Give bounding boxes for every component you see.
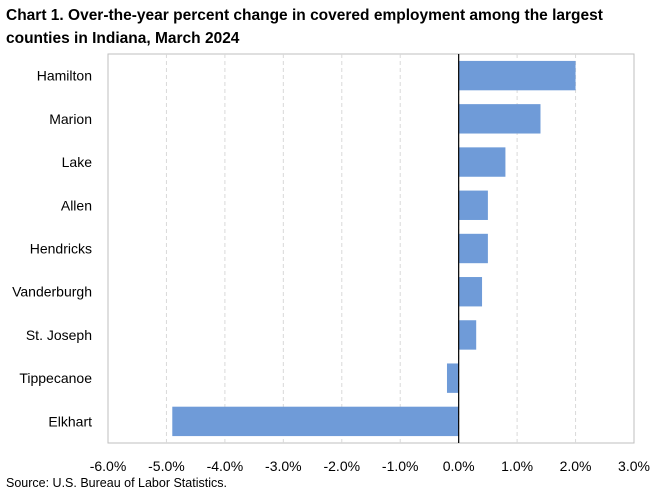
bar-st-joseph [458, 320, 477, 350]
bar-marion [458, 104, 541, 134]
category-label: St. Joseph [26, 327, 92, 343]
bar-lake [458, 147, 506, 177]
bar-hamilton [458, 60, 576, 91]
category-label: Elkhart [48, 413, 92, 429]
bar-hendricks [458, 233, 488, 264]
x-tick-label: 1.0% [501, 458, 533, 474]
plot-area [107, 53, 635, 444]
x-tick-label: -5.0% [148, 458, 185, 474]
x-tick-label: -4.0% [207, 458, 244, 474]
category-label: Tippecanoe [19, 370, 92, 386]
bars [172, 60, 576, 437]
x-tick-label: -1.0% [382, 458, 419, 474]
category-label: Allen [61, 197, 92, 213]
tick-labels: -6.0% -5.0% -4.0% -3.0% -2.0% -1.0% 0.0% 1.0% 2.… [90, 458, 650, 474]
x-tick-label: 3.0% [618, 458, 650, 474]
x-tick-label: 2.0% [560, 458, 592, 474]
category-label: Hamilton [37, 68, 92, 84]
chart-title: Chart 1. Over-the-year percent change in… [6, 7, 603, 47]
category-label: Hendricks [30, 241, 92, 257]
gridlines [165, 54, 577, 443]
category-label: Marion [49, 111, 92, 127]
category-labels: Hamilton Marion Lake Allen Hendricks Vanderbu… [12, 68, 92, 430]
bar-allen [458, 190, 488, 220]
bar-vanderburgh [458, 277, 483, 307]
x-tick-label: -2.0% [323, 458, 360, 474]
category-label: Lake [62, 154, 93, 170]
bar-tippecanoe [446, 363, 459, 393]
x-tick-label: 0.0% [443, 458, 475, 474]
x-tick-label: -3.0% [265, 458, 302, 474]
bar-elkhart [172, 406, 459, 437]
category-label: Vanderburgh [12, 284, 92, 300]
source-note: Source: U.S. Bureau of Labor Statistics. [6, 476, 227, 490]
x-tick-label: -6.0% [90, 458, 127, 474]
